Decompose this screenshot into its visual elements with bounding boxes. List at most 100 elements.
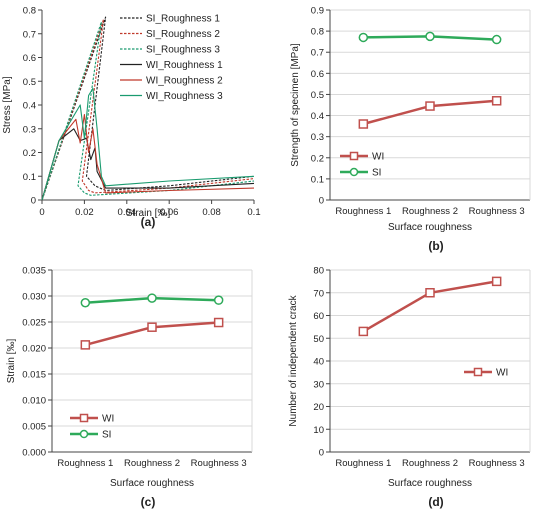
y-tick-label: 80: [313, 266, 324, 277]
legend-label: SI: [102, 430, 111, 441]
legend-marker: [473, 367, 483, 377]
y-tick-label: 0.005: [22, 422, 46, 433]
data-point-si-3: [491, 34, 502, 45]
chart-panel-4: 0 10 20 30 40 50 60 70 80 Roughness 1 Roughness 2 R…: [288, 266, 531, 509]
y-tick-label: 0.6: [311, 69, 324, 80]
y-tick-label: 30: [313, 379, 324, 390]
panel-label: (c): [141, 495, 156, 509]
series-line-wi-roughness-3: [41, 87, 255, 201]
chart-panel-3: 0.000 0.005 0.010 0.015 0.020 0.025 0.030 0.035…: [6, 266, 253, 509]
legend-label: WI: [496, 368, 508, 379]
x-tick-label: 0: [39, 207, 44, 218]
legend-label: SI_Roughness 2: [146, 29, 220, 40]
legend-label: WI: [102, 414, 114, 425]
x-tick-label: Roughness 1: [335, 458, 391, 469]
y-tick-label: 0.5: [311, 90, 324, 101]
y-tick-label: 0.1: [311, 174, 324, 185]
series-line-wi-roughness-1: [41, 128, 255, 201]
y-tick-label: 20: [313, 402, 324, 413]
y-tick-label: 70: [313, 288, 324, 299]
data-point-wi-2: [425, 101, 435, 111]
y-tick-label: 0.015: [22, 370, 46, 381]
legend-label: SI_Roughness 3: [146, 45, 220, 56]
data-point-wi-1: [80, 340, 91, 350]
y-tick-label: 0.4: [23, 101, 36, 112]
legend-label: WI_Roughness 2: [146, 76, 223, 87]
y-axis-label: Strain [‰]: [6, 339, 17, 384]
y-tick-label: 0: [319, 448, 324, 459]
x-tick-label: Roughness 1: [57, 458, 113, 469]
y-tick-label: 0.000: [22, 448, 46, 459]
y-tick-label: 40: [313, 357, 324, 368]
x-tick-label: Roughness 2: [402, 458, 458, 469]
x-tick-label: Roughness 3: [191, 458, 247, 469]
legend-marker: [79, 429, 89, 439]
data-point-wi-2: [425, 288, 435, 298]
series-line-si-roughness-1: [41, 16, 255, 201]
legend-label: WI_Roughness 3: [146, 91, 223, 102]
y-tick-label: 0: [319, 196, 324, 207]
y-tick-label: 0.4: [311, 111, 324, 122]
legend-label: WI: [372, 152, 384, 163]
y-axis-label: Strength of specimen [MPa]: [290, 43, 301, 167]
legend-label: SI_Roughness 1: [146, 14, 220, 25]
data-point-wi-3: [213, 317, 224, 328]
chart-panel-1: 0 0.1 0.2 0.3 0.4 0.5 0.6 0.7 0.8 0 0.02 0.04 0.06 0.…: [2, 6, 261, 230]
y-tick-label: 0.010: [22, 396, 46, 407]
y-tick-label: 0.2: [311, 153, 324, 164]
y-tick-label: 0.7: [23, 29, 36, 40]
y-tick-label: 0.2: [23, 148, 36, 159]
y-tick-label: 0.8: [311, 27, 324, 38]
y-tick-label: 0.6: [23, 53, 36, 64]
y-axis-label: Stress [MPa]: [2, 76, 13, 133]
y-tick-label: 0.030: [22, 292, 46, 303]
y-tick-label: 0.9: [311, 6, 324, 17]
y-tick-label: 0: [31, 196, 36, 207]
legend-label: SI: [372, 168, 381, 179]
legend-marker: [349, 151, 359, 161]
legend-marker: [79, 413, 89, 423]
data-point-si-1: [358, 32, 369, 43]
x-axis-label: Surface roughness: [388, 478, 472, 489]
series-line-wi-roughness-2: [41, 113, 255, 201]
x-tick-label: 0.02: [75, 207, 94, 218]
data-point-si-3: [213, 295, 224, 305]
x-axis-label: Strain [‰]: [126, 208, 171, 219]
y-axis-label: Number of independent crack: [288, 294, 299, 426]
y-tick-label: 0.8: [23, 6, 36, 17]
y-tick-label: 0.035: [22, 266, 46, 277]
x-tick-label: Roughness 3: [469, 458, 525, 469]
data-point-wi-2: [147, 322, 157, 332]
x-tick-label: Roughness 2: [402, 206, 458, 217]
panel-label: (b): [428, 239, 443, 253]
y-tick-label: 50: [313, 334, 324, 345]
y-tick-label: 10: [313, 425, 324, 436]
data-point-si-1: [80, 298, 91, 308]
x-axis-label: Surface roughness: [110, 478, 194, 489]
x-axis-label: Surface roughness: [388, 222, 472, 233]
data-point-wi-1: [358, 119, 369, 129]
x-tick-label: 0.08: [202, 207, 221, 218]
panel-label: (d): [428, 495, 443, 509]
y-tick-label: 0.5: [23, 77, 36, 88]
chart-panel-2: 0 0.1 0.2 0.3 0.4 0.5 0.6 0.7 0.8 0.9 Roughness 1 R…: [290, 6, 531, 253]
y-tick-label: 0.7: [311, 48, 324, 59]
x-tick-label: Roughness 1: [335, 206, 391, 217]
data-point-si-2: [147, 293, 157, 303]
legend-label: WI_Roughness 1: [146, 60, 223, 71]
data-point-si-2: [425, 31, 435, 42]
x-tick-label: Roughness 3: [469, 206, 525, 217]
x-tick-label: 0.04: [118, 207, 137, 218]
data-point-wi-3: [491, 276, 502, 287]
y-tick-label: 0.3: [23, 124, 36, 135]
x-tick-label: Roughness 2: [124, 458, 180, 469]
y-tick-label: 0.1: [23, 172, 36, 183]
legend-marker: [349, 167, 359, 177]
data-point-wi-3: [491, 96, 502, 106]
data-point-wi-1: [358, 326, 369, 337]
y-tick-label: 0.020: [22, 344, 46, 355]
x-tick-label: 0.06: [160, 207, 179, 218]
x-tick-label: 0.1: [247, 207, 260, 218]
y-tick-label: 60: [313, 311, 324, 322]
